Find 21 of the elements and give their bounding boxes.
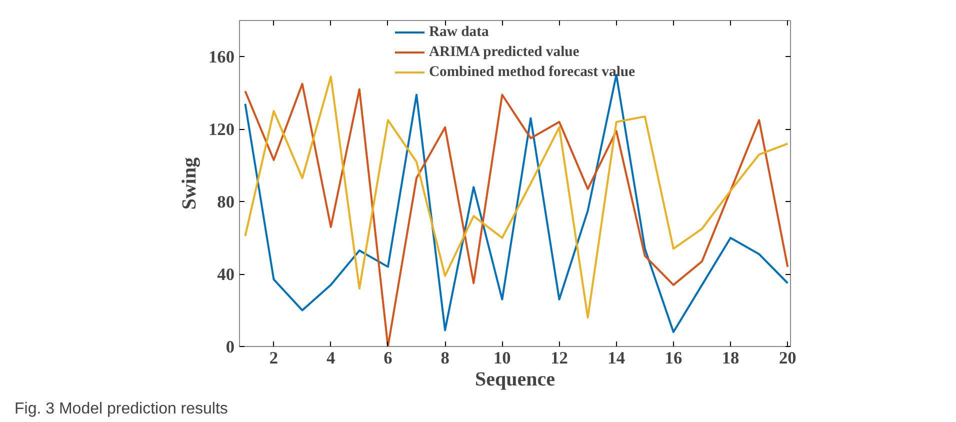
x-tick-label: 14 bbox=[608, 348, 626, 368]
x-tick-label: 6 bbox=[384, 348, 393, 368]
x-tick-label: 2 bbox=[269, 348, 278, 368]
x-tick-label: 16 bbox=[664, 348, 682, 368]
x-tick-label: 8 bbox=[440, 348, 450, 368]
x-axis-title: Sequence bbox=[475, 368, 556, 390]
y-tick-label: 0 bbox=[226, 338, 235, 356]
x-tick-label: 12 bbox=[550, 348, 568, 368]
legend-label: Raw data bbox=[428, 24, 489, 40]
x-tick-label: 4 bbox=[326, 348, 336, 368]
y-tick-label: 160 bbox=[208, 48, 235, 67]
y-axis-title: Swing bbox=[178, 157, 201, 210]
y-tick-label: 80 bbox=[217, 192, 234, 212]
y-tick-label: 120 bbox=[208, 120, 235, 140]
legend-label: ARIMA predicted value bbox=[428, 44, 580, 60]
x-tick-label: 18 bbox=[722, 348, 740, 368]
x-tick-label: 10 bbox=[493, 348, 511, 368]
x-tick-label: 20 bbox=[778, 348, 796, 368]
caption: Fig. 3 Model prediction results bbox=[14, 400, 228, 418]
y-tick-label: 40 bbox=[217, 265, 234, 284]
legend-label: Combined method forecast value bbox=[428, 64, 636, 80]
